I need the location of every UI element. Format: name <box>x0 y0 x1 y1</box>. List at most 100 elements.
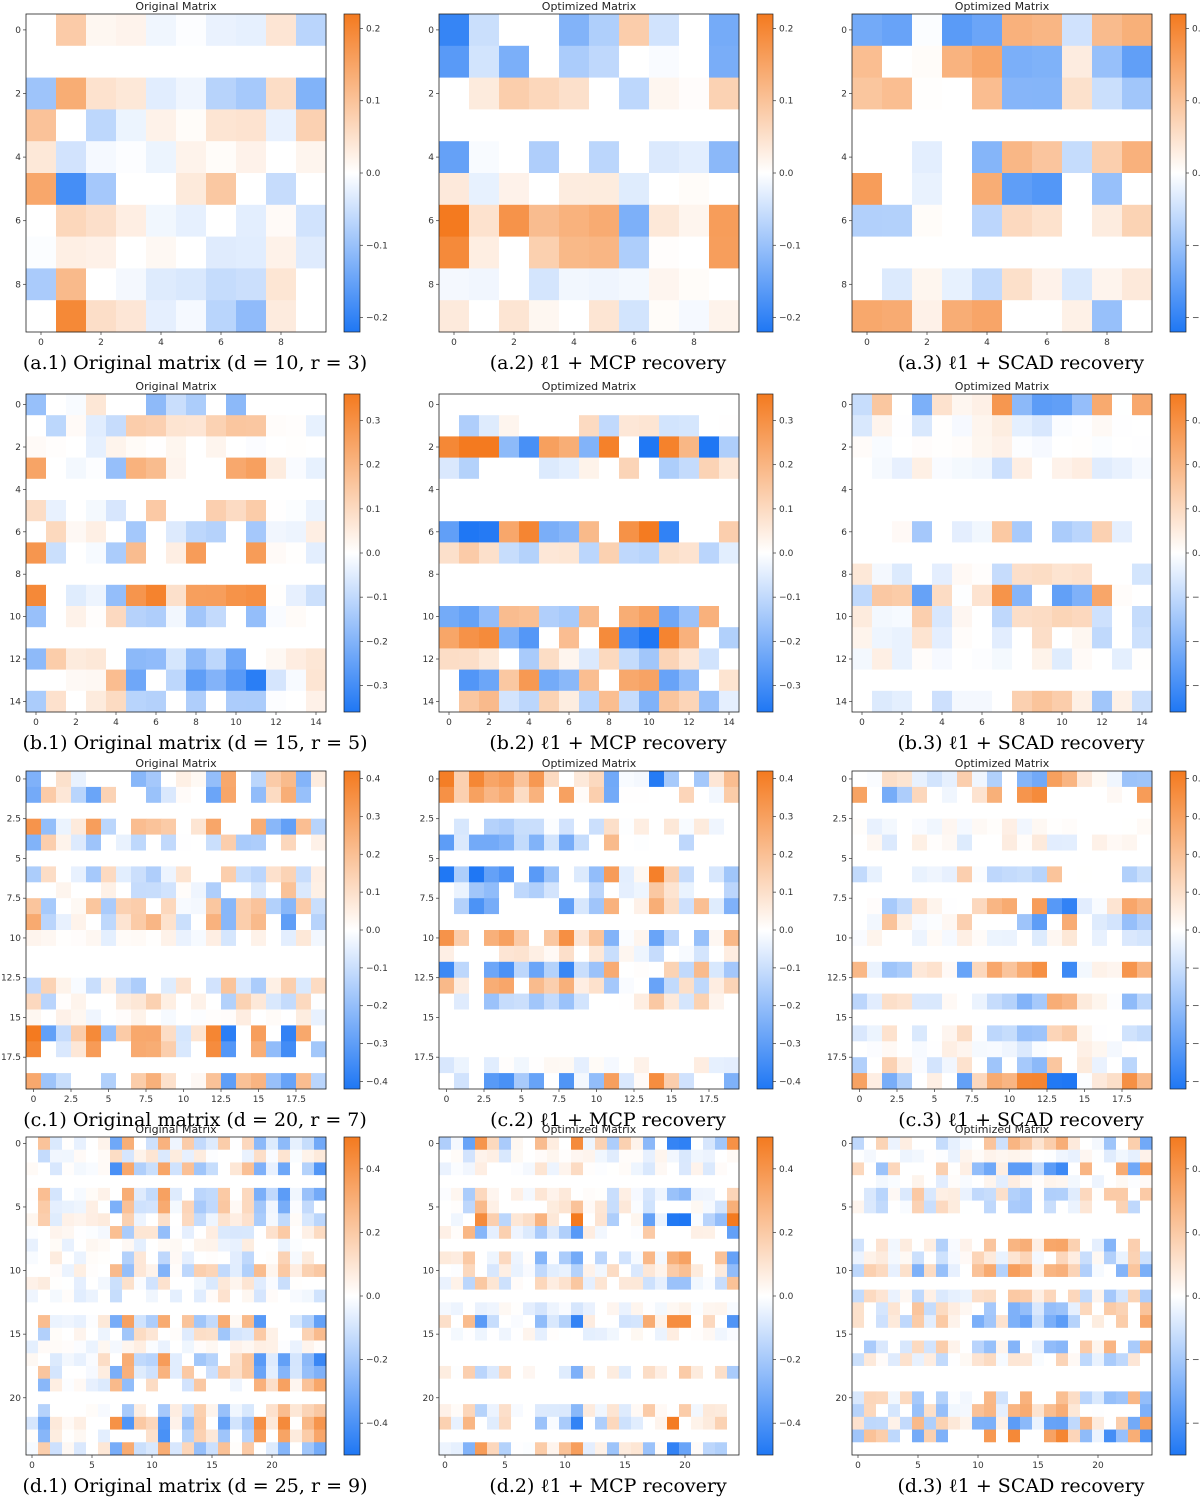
heatmap-cell <box>475 1429 488 1443</box>
heatmap-cell <box>876 1340 889 1354</box>
heatmap-cell <box>936 1302 949 1316</box>
heatmap-cell <box>110 1404 123 1418</box>
heatmap-cell <box>170 1442 183 1456</box>
heatmap-cell <box>619 1442 632 1456</box>
heatmap-cell <box>206 1264 219 1278</box>
heatmap-cell <box>296 945 312 963</box>
heatmap-cell <box>1092 236 1123 269</box>
heatmap-cell <box>709 930 725 947</box>
heatmap-cell <box>266 521 287 543</box>
heatmap-cell <box>679 882 695 899</box>
heatmap-cell <box>459 627 480 649</box>
heatmap-cell <box>643 1226 656 1240</box>
heatmap-cell <box>631 1187 644 1201</box>
heatmap-cell <box>709 1073 725 1090</box>
y-tick-label: 8 <box>15 280 21 290</box>
heatmap-cell <box>266 14 297 47</box>
heatmap-cell <box>1068 1340 1081 1354</box>
heatmap-cell <box>703 1340 716 1354</box>
heatmap-cell <box>56 977 72 994</box>
heatmap-cell <box>882 771 898 788</box>
heatmap-cell <box>599 415 620 437</box>
heatmap-cell <box>924 1226 937 1240</box>
heatmap-cell <box>86 834 102 851</box>
heatmap-cell <box>158 1353 171 1367</box>
heatmap-cell <box>1012 457 1033 480</box>
heatmap-cell <box>131 914 147 931</box>
heatmap-cell <box>912 1302 925 1316</box>
heatmap-cell <box>679 606 700 628</box>
x-tick-label: 17.5 <box>286 1095 306 1105</box>
heatmap-cell <box>619 300 650 333</box>
heatmap-cell <box>984 1238 997 1252</box>
heatmap-cell <box>882 961 898 979</box>
heatmap-cell <box>158 1315 171 1329</box>
heatmap-cell <box>101 945 117 963</box>
heatmap-cell <box>639 542 660 564</box>
heatmap-cell <box>278 1404 291 1418</box>
heatmap-cell <box>852 521 873 543</box>
heatmap-cell <box>439 1353 452 1367</box>
panel-caption: (c.3) ℓ1 + SCAD recovery <box>898 1109 1144 1131</box>
heatmap-cell <box>1068 1302 1081 1316</box>
heatmap-cell <box>74 1149 87 1163</box>
heatmap-cell <box>888 1378 901 1392</box>
heatmap-cell <box>1008 1327 1021 1341</box>
heatmap-cell <box>86 1391 99 1405</box>
heatmap-cell <box>539 457 560 480</box>
heatmap-cell <box>514 866 530 883</box>
heatmap-cell <box>1072 394 1093 416</box>
heatmap-cell <box>574 1041 590 1058</box>
heatmap-cell <box>251 850 267 867</box>
heatmap-cell <box>1044 1378 1057 1392</box>
heatmap-cell <box>529 930 545 947</box>
heatmap-cell <box>475 1404 488 1418</box>
heatmap-cell <box>547 1137 560 1151</box>
heatmap-cell <box>1047 945 1063 963</box>
heatmap-cell <box>41 802 57 820</box>
heatmap-cell <box>852 627 873 649</box>
heatmap-cell <box>924 1442 937 1456</box>
heatmap-cell <box>86 993 102 1010</box>
heatmap-cell <box>511 1391 524 1405</box>
heatmap-cell <box>50 1289 63 1303</box>
heatmap-cell <box>960 1416 973 1430</box>
heatmap-cell <box>1128 1175 1141 1189</box>
heatmap-cell <box>116 993 132 1010</box>
heatmap-cell <box>960 1264 973 1278</box>
heatmap-cell <box>544 1041 560 1058</box>
heatmap-cell <box>519 415 540 437</box>
heatmap-cell <box>463 1200 476 1214</box>
heatmap-cell <box>266 478 287 501</box>
heatmap-cell <box>679 1025 695 1042</box>
heatmap-cell <box>26 300 57 333</box>
heatmap-cell <box>1032 930 1048 947</box>
heatmap-cell <box>972 1365 985 1380</box>
heatmap-cell <box>897 977 913 994</box>
heatmap-cell <box>146 606 167 628</box>
heatmap-cell <box>314 1429 327 1443</box>
heatmap-cell <box>559 1213 572 1227</box>
heatmap-cell <box>475 1378 488 1392</box>
heatmap-cell <box>679 109 710 142</box>
heatmap-cell <box>71 850 87 867</box>
heatmap-cell <box>912 563 933 586</box>
heatmap-cell <box>631 1162 644 1176</box>
heatmap-cell <box>709 14 740 47</box>
heatmap-cell <box>715 1391 728 1405</box>
heatmap-cell <box>547 1315 560 1329</box>
heatmap-cell <box>296 771 312 788</box>
heatmap-cell <box>251 1041 267 1058</box>
heatmap-cell <box>694 977 710 994</box>
heatmap-cell <box>1047 882 1063 899</box>
heatmap-cell <box>1044 1213 1057 1227</box>
heatmap-cell <box>942 882 958 899</box>
heatmap-cell <box>182 1353 195 1367</box>
heatmap-cell <box>134 1276 147 1291</box>
heatmap-cell <box>639 648 660 670</box>
heatmap-cell <box>146 1251 159 1265</box>
heatmap-cell <box>1132 627 1153 649</box>
heatmap-cell <box>161 1025 177 1042</box>
heatmap-cell <box>992 500 1013 522</box>
